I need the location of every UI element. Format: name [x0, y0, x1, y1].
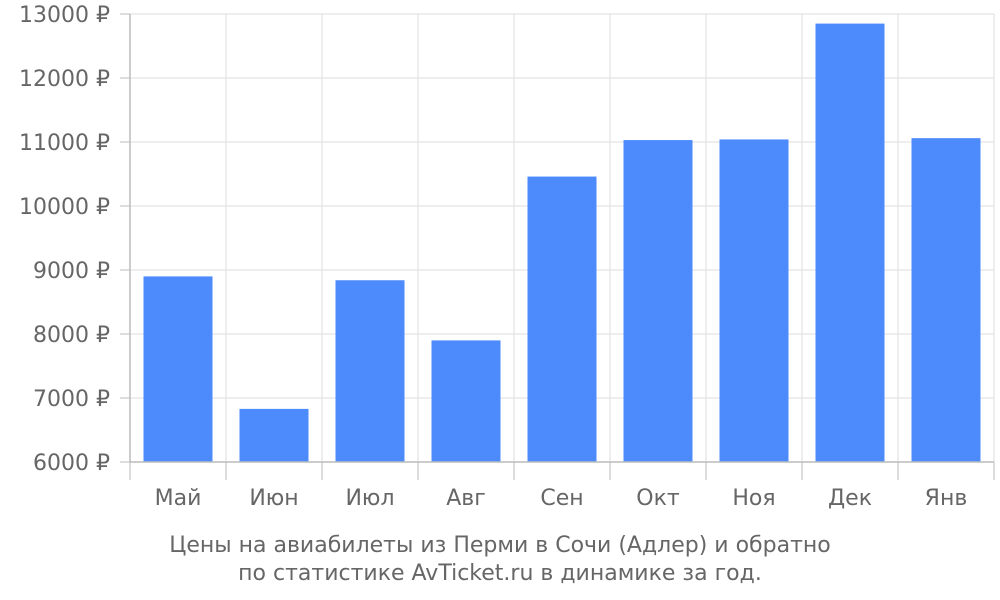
y-tick-label: 7000 ₽: [33, 387, 110, 412]
caption-line-1: Цены на авиабилеты из Перми в Сочи (Адле…: [169, 533, 831, 558]
bar: [623, 140, 693, 462]
x-tick-label: Июн: [249, 486, 298, 511]
y-tick-label: 11000 ₽: [19, 131, 110, 156]
x-tick-label: Сен: [540, 486, 583, 511]
chart-caption: Цены на авиабилеты из Перми в Сочи (Адле…: [0, 532, 1000, 588]
bar: [911, 138, 981, 462]
x-tick-label: Июл: [345, 486, 394, 511]
bar: [815, 23, 885, 462]
y-tick-label: 6000 ₽: [33, 451, 110, 476]
x-axis-tick-labels: Май Июн Июл Авг Сен Окт Ноя Дек Янв: [155, 486, 968, 511]
y-tick-label: 9000 ₽: [33, 259, 110, 284]
caption-line-2: по статистике AvTicket.ru в динамике за …: [238, 561, 762, 586]
bar: [431, 340, 501, 462]
bar: [719, 139, 789, 462]
y-tick-label: 12000 ₽: [19, 67, 110, 92]
y-tick-label: 8000 ₽: [33, 323, 110, 348]
x-tick-label: Авг: [446, 486, 486, 511]
bar: [527, 176, 597, 462]
x-tick-label: Ноя: [732, 486, 775, 511]
y-tick-label: 13000 ₽: [19, 3, 110, 28]
x-tick-label: Май: [155, 486, 202, 511]
bar: [335, 280, 405, 462]
y-tick-label: 10000 ₽: [19, 195, 110, 220]
y-axis-tick-labels: 6000 ₽ 7000 ₽ 8000 ₽ 9000 ₽ 10000 ₽ 11000 ₽ 12…: [19, 3, 110, 476]
x-tick-label: Дек: [828, 486, 872, 511]
bar: [143, 276, 213, 462]
chart-bars: [143, 23, 981, 462]
chart-axes: [120, 13, 995, 480]
x-tick-label: Янв: [925, 486, 968, 511]
x-tick-label: Окт: [636, 486, 680, 511]
bar: [239, 408, 309, 462]
